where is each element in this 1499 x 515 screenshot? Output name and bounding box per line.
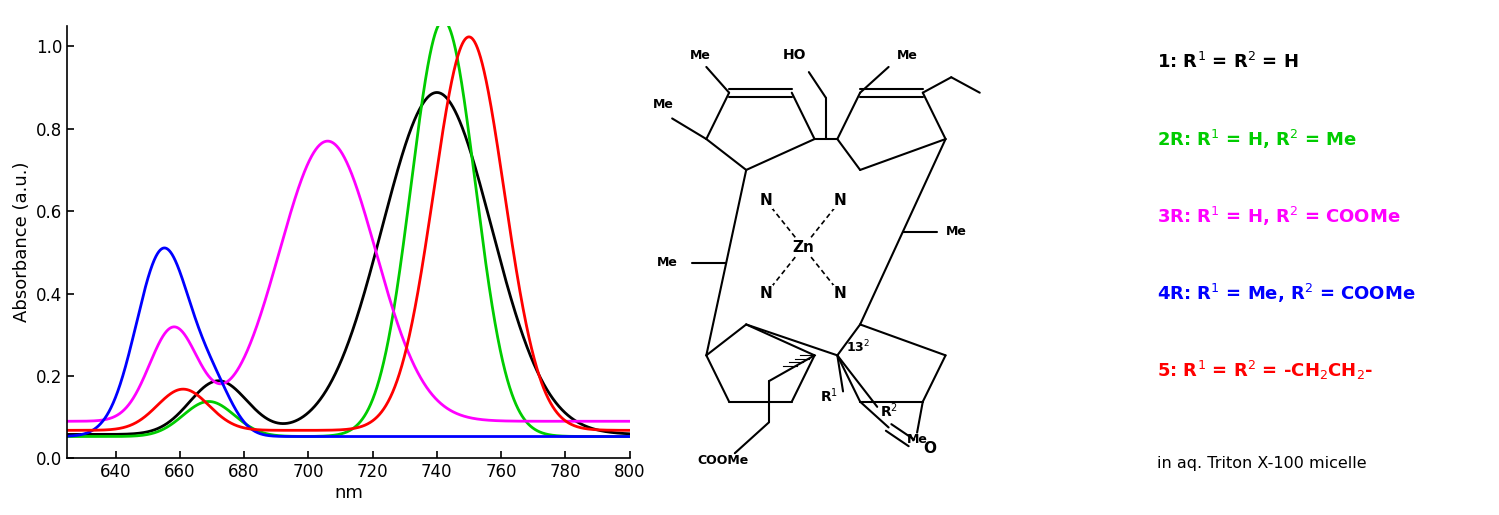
Y-axis label: Absorbance (a.u.): Absorbance (a.u.) <box>12 162 30 322</box>
Text: HO: HO <box>782 48 806 62</box>
Text: 2R: R$^1$ = H, R$^2$ = Me: 2R: R$^1$ = H, R$^2$ = Me <box>1157 128 1357 150</box>
Text: R$^1$: R$^1$ <box>820 386 838 405</box>
Text: R$^2$: R$^2$ <box>880 402 898 420</box>
Text: COOMe: COOMe <box>699 454 750 467</box>
Text: 4R: R$^1$ = Me, R$^2$ = COOMe: 4R: R$^1$ = Me, R$^2$ = COOMe <box>1157 282 1415 305</box>
Text: 13$^2$: 13$^2$ <box>845 339 869 356</box>
Text: O: O <box>923 440 935 456</box>
Text: Me: Me <box>896 49 917 62</box>
Text: Zn: Zn <box>793 239 814 255</box>
Text: in aq. Triton X-100 micelle: in aq. Triton X-100 micelle <box>1157 456 1367 471</box>
Text: Me: Me <box>907 433 928 446</box>
Text: N: N <box>833 286 847 301</box>
Text: N: N <box>760 193 772 209</box>
Text: 5: R$^1$ = R$^2$ = -CH$_2$CH$_2$-: 5: R$^1$ = R$^2$ = -CH$_2$CH$_2$- <box>1157 359 1373 382</box>
X-axis label: nm: nm <box>334 484 363 502</box>
Text: Me: Me <box>946 225 967 238</box>
Text: N: N <box>833 193 847 209</box>
Text: 3R: R$^1$ = H, R$^2$ = COOMe: 3R: R$^1$ = H, R$^2$ = COOMe <box>1157 205 1400 228</box>
Text: Me: Me <box>690 49 711 62</box>
Text: 1: R$^1$ = R$^2$ = H: 1: R$^1$ = R$^2$ = H <box>1157 52 1300 72</box>
Text: Me: Me <box>654 98 675 111</box>
Text: N: N <box>760 286 772 301</box>
Text: Me: Me <box>657 256 678 269</box>
